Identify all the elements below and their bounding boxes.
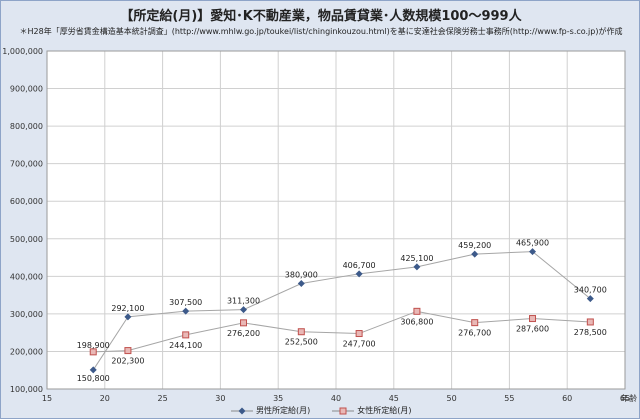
male-data-label: 380,900 (285, 271, 318, 280)
legend-diamond-icon (231, 407, 253, 414)
plot-border (46, 50, 626, 390)
y-tick-label: 200,000 (10, 347, 43, 356)
x-tick-label: 50 (447, 394, 457, 403)
male-data-label: 150,800 (77, 374, 110, 383)
chart-title: 【所定給(月)】愛知･K不動産業，物品賃貸業･人数規模100〜999人 (120, 9, 522, 24)
female-data-label: 202,300 (111, 357, 144, 366)
female-data-label: 276,200 (227, 329, 260, 338)
y-tick-label: 100,000 (10, 385, 43, 394)
x-tick-label: 35 (273, 394, 283, 403)
male-data-point (355, 270, 363, 278)
male-data-point (413, 263, 421, 271)
female-data-point (182, 331, 190, 339)
male-data-label: 425,100 (400, 254, 433, 263)
female-data-point (471, 319, 479, 327)
x-tick-label: 65 (620, 394, 630, 403)
female-data-label: 287,600 (516, 325, 549, 334)
female-data-label: 244,100 (169, 341, 202, 350)
female-data-point (413, 307, 421, 315)
male-data-label: 465,900 (516, 239, 549, 248)
y-tick-label: 900,000 (10, 85, 43, 94)
female-data-label: 252,500 (285, 338, 318, 347)
male-data-point (182, 307, 190, 315)
male-data-label: 406,700 (343, 261, 376, 270)
female-data-label: 278,500 (574, 328, 607, 337)
x-tick-label: 40 (331, 394, 341, 403)
series-group (89, 248, 594, 374)
female-data-point (89, 348, 97, 356)
series-line-male (92, 251, 591, 371)
female-data-point (355, 330, 363, 338)
male-data-label: 340,700 (574, 286, 607, 295)
y-tick-label: 800,000 (10, 122, 43, 131)
female-data-label: 306,800 (400, 317, 433, 326)
legend-label-female: 女性所定給(月) (357, 406, 412, 415)
x-tick-label: 20 (100, 394, 110, 403)
female-data-point (529, 315, 537, 323)
male-data-label: 307,500 (169, 298, 202, 307)
legend-item-female: 女性所定給(月) (332, 405, 412, 416)
legend-item-male: 男性所定給(月) (231, 405, 310, 416)
x-axis-unit: 年齢 (621, 393, 637, 403)
legend-label-male: 男性所定給(月) (256, 406, 311, 415)
female-data-label: 198,900 (77, 341, 110, 350)
male-data-label: 292,100 (111, 304, 144, 313)
female-data-point (240, 319, 248, 327)
male-data-point (297, 280, 305, 288)
x-tick-label: 25 (158, 394, 168, 403)
x-tick-label: 45 (389, 394, 399, 403)
legend: 男性所定給(月) 女性所定給(月) (231, 405, 412, 416)
y-tick-label: 500,000 (10, 235, 43, 244)
female-data-label: 276,700 (458, 329, 491, 338)
female-data-label: 247,700 (343, 340, 376, 349)
male-data-point (471, 250, 479, 258)
female-data-point (297, 328, 305, 336)
legend-square-icon (332, 407, 355, 414)
male-data-point (240, 306, 248, 314)
male-data-point (89, 366, 97, 374)
male-data-label: 459,200 (458, 241, 491, 250)
female-data-point (124, 347, 132, 355)
y-tick-label: 300,000 (10, 310, 43, 319)
data-labels: 150,800 292,100 307,500 311,300 380,900 406,7… (77, 239, 607, 383)
y-tick-label: 1,000,000 (2, 47, 43, 56)
y-tick-label: 700,000 (10, 160, 43, 169)
x-tick-label: 60 (562, 394, 572, 403)
series-line-female (93, 310, 591, 353)
male-data-label: 311,300 (227, 297, 260, 306)
x-tick-label: 55 (504, 394, 514, 403)
x-tick-label: 30 (215, 394, 225, 403)
male-data-point (124, 313, 132, 321)
x-tick-label: 15 (42, 394, 52, 403)
male-data-point (529, 248, 537, 256)
male-data-point (586, 295, 594, 303)
y-tick-label: 400,000 (10, 272, 43, 281)
chart-source-note: ＊H28年「厚労省賃金構造基本統計調査」(http://www.mhlw.go.… (19, 27, 623, 36)
y-tick-label: 600,000 (10, 197, 43, 206)
female-data-point (586, 318, 594, 326)
axes: 100,000 200,000 300,000 400,000 500,000 600,0… (2, 47, 630, 403)
